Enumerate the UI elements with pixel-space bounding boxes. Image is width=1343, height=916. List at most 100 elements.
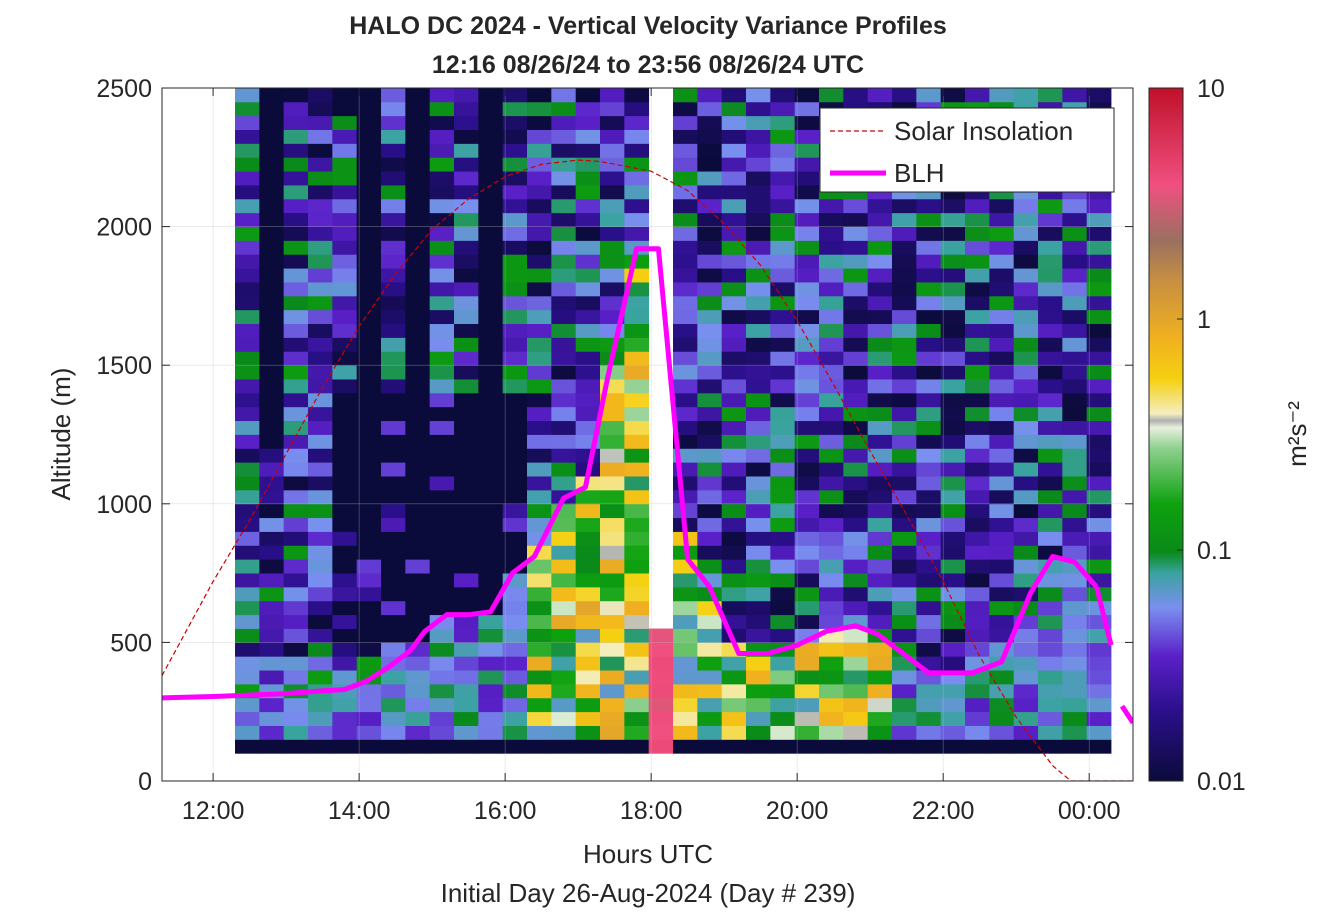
heatmap-cell bbox=[989, 476, 1015, 491]
heatmap-cell bbox=[697, 351, 723, 366]
heatmap-cell bbox=[308, 656, 333, 671]
heatmap-cell bbox=[940, 282, 966, 297]
heatmap-cell bbox=[478, 379, 504, 394]
heatmap-cell bbox=[551, 171, 577, 186]
heatmap-cell bbox=[454, 143, 479, 158]
heatmap-cell bbox=[673, 337, 698, 352]
heatmap-cell bbox=[697, 143, 723, 158]
heatmap-cell bbox=[892, 462, 917, 477]
heatmap-cell bbox=[746, 129, 771, 144]
heatmap-cell bbox=[527, 642, 552, 657]
heatmap-cell bbox=[527, 670, 552, 685]
heatmap-cell bbox=[892, 476, 917, 491]
heatmap-cell bbox=[989, 683, 1015, 699]
heatmap-cell bbox=[502, 115, 528, 130]
heatmap-cell bbox=[454, 683, 479, 699]
heatmap-cell bbox=[478, 683, 504, 699]
heatmap-cell bbox=[259, 282, 285, 297]
heatmap-cell bbox=[551, 573, 577, 588]
heatmap-cell bbox=[502, 337, 528, 352]
heatmap-cell bbox=[235, 628, 260, 643]
heatmap-cell bbox=[235, 725, 260, 740]
heatmap-cell bbox=[746, 171, 771, 186]
heatmap-cell bbox=[308, 476, 333, 491]
heatmap-cell bbox=[819, 309, 844, 325]
heatmap-cell bbox=[575, 212, 601, 227]
heatmap-cell bbox=[1038, 323, 1063, 338]
heatmap-cell bbox=[308, 545, 333, 560]
heatmap-cell bbox=[405, 115, 431, 130]
heatmap-cell bbox=[940, 628, 966, 643]
heatmap-cell bbox=[478, 88, 504, 103]
heatmap-cell bbox=[308, 614, 333, 629]
heatmap-cell bbox=[454, 185, 479, 200]
heatmap-cell bbox=[381, 600, 406, 616]
heatmap-cell bbox=[551, 365, 577, 380]
heatmap-cell bbox=[624, 462, 650, 477]
heatmap-cell bbox=[551, 725, 577, 740]
heatmap-cell bbox=[1038, 448, 1063, 463]
heatmap-cell bbox=[746, 711, 771, 726]
heatmap-cell bbox=[965, 725, 990, 740]
heatmap-cell bbox=[843, 476, 869, 491]
heatmap-cell bbox=[819, 434, 844, 449]
heatmap-cell bbox=[697, 517, 723, 532]
heatmap-cell bbox=[794, 503, 820, 519]
heatmap-cell bbox=[356, 323, 382, 338]
heatmap-cell bbox=[1013, 670, 1039, 685]
heatmap-cell bbox=[551, 683, 577, 699]
heatmap-cell bbox=[381, 711, 406, 726]
heatmap-cell bbox=[600, 212, 625, 227]
heatmap-cell bbox=[259, 337, 285, 352]
heatmap-cell bbox=[673, 115, 698, 130]
heatmap-cell bbox=[989, 420, 1015, 435]
heatmap-cell bbox=[721, 212, 747, 227]
heatmap-cell bbox=[429, 323, 455, 338]
heatmap-cell bbox=[1038, 531, 1063, 546]
heatmap-cell bbox=[673, 573, 698, 588]
heatmap-cell bbox=[502, 392, 528, 408]
heatmap-cell bbox=[770, 489, 796, 505]
heatmap-cell bbox=[940, 420, 966, 435]
heatmap-cell bbox=[308, 531, 333, 546]
heatmap-cell bbox=[259, 212, 285, 227]
heatmap-cell bbox=[1038, 656, 1063, 671]
heatmap-cell bbox=[673, 642, 698, 657]
heatmap-cell bbox=[429, 545, 455, 560]
heatmap-cell bbox=[794, 517, 820, 532]
heatmap-cell bbox=[819, 642, 844, 657]
heatmap-cell bbox=[867, 697, 893, 713]
heatmap-cell bbox=[405, 517, 431, 532]
heatmap-cell bbox=[624, 628, 650, 643]
heatmap-cell bbox=[454, 476, 479, 491]
heatmap-cell bbox=[259, 406, 285, 422]
heatmap-cell bbox=[575, 240, 601, 255]
heatmap-cell bbox=[259, 573, 285, 588]
heatmap-cell bbox=[697, 420, 723, 435]
heatmap-cell bbox=[381, 531, 406, 546]
heatmap-cell bbox=[1062, 448, 1088, 463]
heatmap-cell bbox=[867, 656, 893, 671]
heatmap-cell bbox=[721, 670, 747, 685]
heatmap-cell bbox=[356, 268, 382, 283]
heatmap-cell bbox=[794, 392, 820, 408]
heatmap-cell bbox=[916, 268, 942, 283]
heatmap-cell bbox=[1062, 323, 1088, 338]
heatmap-cell bbox=[381, 545, 406, 560]
heatmap-cell bbox=[308, 406, 333, 422]
heatmap-cell bbox=[648, 656, 674, 671]
heatmap-cell bbox=[454, 711, 479, 726]
heatmap-cell bbox=[405, 586, 431, 602]
heatmap-cell bbox=[478, 392, 504, 408]
heatmap-cell bbox=[1062, 212, 1088, 227]
heatmap-cell bbox=[1038, 642, 1063, 657]
heatmap-cell bbox=[356, 614, 382, 629]
heatmap-cell bbox=[989, 434, 1015, 449]
heatmap-cell bbox=[308, 309, 333, 325]
heatmap-cell bbox=[697, 448, 723, 463]
heatmap-cell bbox=[1086, 545, 1112, 560]
heatmap-cell bbox=[429, 531, 455, 546]
heatmap-cell bbox=[892, 586, 917, 602]
heatmap-cell bbox=[356, 628, 382, 643]
